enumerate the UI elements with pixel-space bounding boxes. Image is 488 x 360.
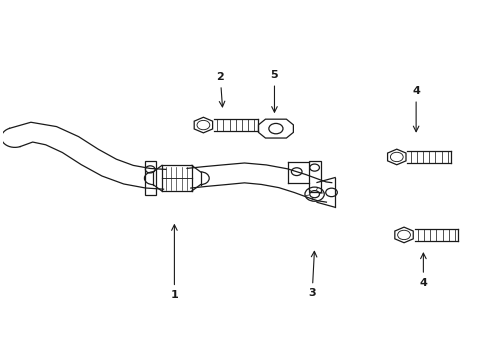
Text: 4: 4 [411,86,419,132]
Text: 4: 4 [419,253,427,288]
Text: 2: 2 [216,72,224,107]
Text: 3: 3 [308,251,316,298]
Text: 1: 1 [170,225,178,300]
Text: 5: 5 [270,71,278,112]
